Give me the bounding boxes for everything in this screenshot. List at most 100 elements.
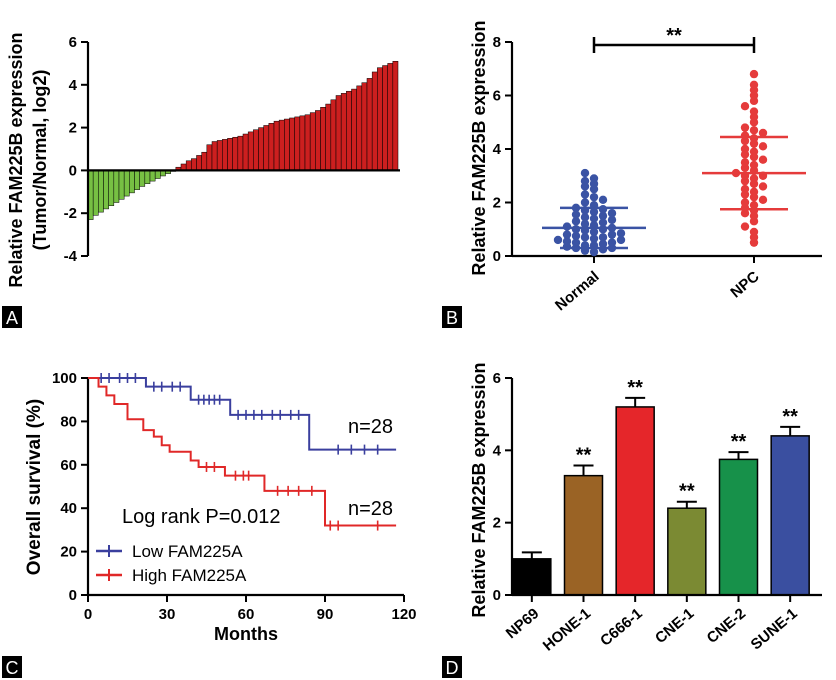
panel-a-bar: [258, 127, 264, 171]
panel-b-point: [589, 174, 599, 183]
legend-low-label: Low FAM225A: [132, 542, 243, 561]
panel-a-bar: [191, 158, 197, 171]
panel-d-xtick-label: C666-1: [597, 605, 646, 650]
panel-d-xtick-label: CNE-2: [704, 605, 749, 647]
panel-d-sig-label: **: [782, 406, 798, 428]
panel-b-point: [749, 69, 759, 79]
panel-b-point: [598, 211, 608, 221]
panel-a-bar: [392, 61, 399, 171]
panel-d-bar: [615, 406, 655, 596]
panel-d-xtick-label: HONE-1: [540, 605, 594, 654]
panel-b-point: [571, 225, 581, 234]
panel-c-annotation: Log rank P=0.012: [122, 506, 280, 528]
panel-d-ytick-label: 4: [493, 442, 502, 459]
panel-d-sig-label: **: [627, 377, 643, 399]
panel-c: 0 20 40 60 80 100 0 30 60 90 120 Months Overall su…: [2, 370, 417, 678]
panel-b-ytick-label: 2: [493, 195, 501, 212]
panel-b-point: [580, 190, 590, 199]
panel-b-point: [749, 80, 759, 90]
panel-a-ytick-label: -2: [64, 205, 77, 222]
panel-d-xtick-label: CNE-1: [652, 605, 697, 647]
panel-a-bar: [139, 170, 146, 187]
panel-b-point: [562, 237, 572, 246]
panel-b-ylabel: Relative FAM225B expression: [469, 20, 489, 275]
panel-a-bar: [335, 95, 342, 171]
panel-c-ytick-label: 20: [60, 544, 77, 561]
panel-a-bar: [98, 170, 104, 213]
panel-a-bar: [351, 88, 357, 171]
panel-d-ytick-label: 2: [493, 515, 501, 532]
panel-a-bar: [247, 131, 254, 171]
panel-c-xtick-label: 30: [159, 606, 176, 623]
panel-a-bar: [366, 78, 373, 171]
panel-d-xtick-label: NP69: [503, 605, 543, 642]
panel-b-point: [749, 107, 759, 116]
panel-b-xtick-label: Normal: [552, 268, 603, 314]
panel-a-bar: [123, 170, 130, 197]
panel-d-bar: [718, 458, 759, 596]
panel-d-sig-label: **: [576, 445, 592, 467]
panel-c-xtick-label: 120: [391, 606, 416, 623]
panel-c-xtick-label: 90: [317, 606, 334, 623]
panel-b-point: [580, 168, 590, 178]
panel-a-bar: [278, 119, 285, 171]
panel-d-bar: [667, 507, 707, 596]
panel-a-bar: [273, 120, 280, 171]
panel-a-bar: [237, 135, 244, 171]
panel-b-point: [598, 195, 608, 205]
panel-b-ytick-label: 8: [493, 34, 501, 51]
panel-b-letter: B: [446, 308, 458, 328]
panel-a-bar: [361, 82, 368, 171]
panel-c-axes: 0 20 40 60 80 100 0 30 60 90 120: [52, 370, 417, 623]
panel-a-bar: [299, 115, 306, 171]
panel-b-sig-label: **: [666, 25, 682, 47]
panel-b-point: [571, 231, 581, 241]
panel-c-ytick-label: 80: [60, 413, 77, 430]
panel-c-xtick-label: 0: [84, 606, 92, 623]
panel-a-ytick-label: -4: [64, 248, 78, 265]
panel-c-legend: Low FAM225A High FAM225A: [96, 542, 247, 585]
panel-d-bar: [563, 474, 604, 596]
panel-a-bar: [149, 170, 156, 182]
panel-c-lines: [88, 373, 397, 531]
panel-a-bar: [263, 125, 270, 171]
panel-d-sig-label: **: [731, 431, 747, 453]
panel-c-letter-box: [2, 656, 22, 678]
panel-a-bar: [113, 170, 120, 203]
panel-a-bar: [216, 140, 223, 171]
panel-a-ylabel-2: (Tumor/Normal, log2): [30, 70, 50, 251]
panel-a-bar: [387, 63, 394, 171]
panel-a: -4 -2 0 2 4 6 Relative FAM225B expression (Tu…: [2, 32, 400, 328]
panel-b-point: [589, 247, 599, 257]
panel-a-bar: [134, 170, 140, 190]
panel-a-letter-box: [2, 306, 22, 328]
panel-c-letter: C: [6, 658, 19, 678]
panel-b-point: [758, 195, 768, 205]
panel-b-point: [758, 155, 768, 164]
panel-b-point: [607, 209, 617, 218]
panel-d-bar: [512, 558, 552, 596]
panel-b-letter-box: [442, 306, 462, 328]
panel-a-bar: [309, 112, 316, 171]
panel-a-bar: [315, 110, 321, 171]
panel-a-bar: [196, 155, 202, 171]
panel-d-xtick-label: SUNE-1: [748, 605, 801, 653]
panel-c-n-high: n=28: [348, 498, 393, 520]
panel-b-point: [580, 176, 590, 186]
panel-b-point: [607, 215, 617, 225]
panel-a-bar: [371, 71, 378, 171]
panel-a-bar: [242, 133, 249, 171]
panel-b-point: [571, 217, 581, 226]
panel-b-point: [589, 192, 599, 202]
panel-a-bar: [294, 116, 301, 171]
panel-c-survival-line: [88, 377, 397, 527]
panel-c-ytick-label: 0: [69, 587, 77, 604]
panel-a-bar: [340, 93, 347, 171]
panel-a-ytick-label: 2: [69, 120, 77, 137]
panel-c-survival-line: [88, 377, 397, 451]
panel-b-point: [758, 142, 768, 151]
panel-b-point: [562, 222, 572, 231]
panel-b-point: [607, 230, 617, 239]
